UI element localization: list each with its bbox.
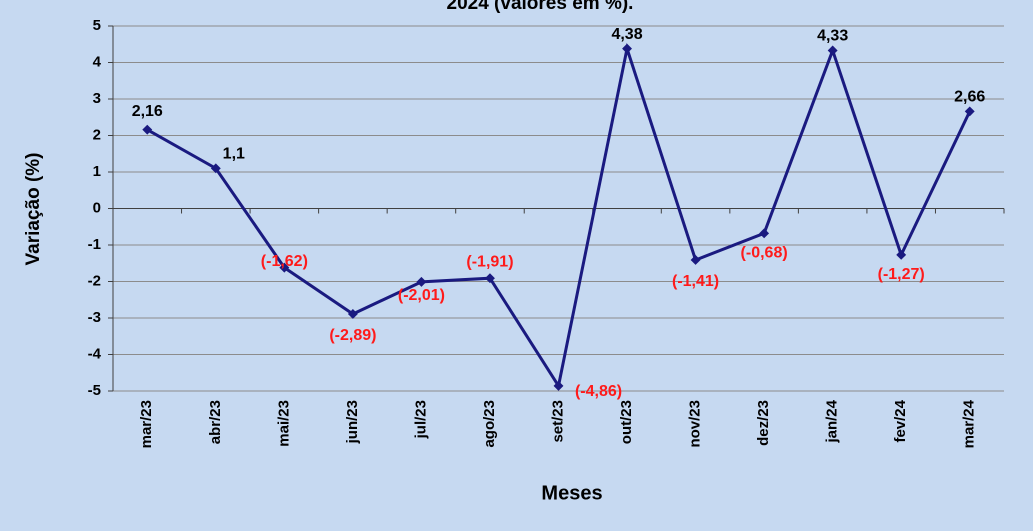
y-tick-label: -4: [88, 345, 102, 362]
data-label: (-0,68): [741, 245, 788, 262]
data-label: 2,16: [132, 103, 163, 120]
y-tick-label: -3: [88, 309, 101, 326]
data-label: 1,1: [223, 146, 245, 163]
y-tick-label: 1: [93, 163, 101, 180]
data-label: (-2,01): [398, 287, 445, 304]
marker: [827, 45, 838, 56]
x-axis-title: Meses: [541, 482, 602, 504]
y-tick-label: 2: [93, 126, 101, 143]
x-tick-label: nov/23: [687, 400, 704, 448]
marker: [759, 228, 770, 239]
marker: [896, 249, 907, 260]
x-tick-label: jan/24: [824, 399, 841, 443]
data-label: 4,38: [611, 26, 642, 43]
marker: [622, 43, 632, 54]
data-label: (-1,62): [261, 253, 308, 270]
x-tick-label: jun/23: [344, 400, 361, 444]
x-tick-label: dez/23: [755, 400, 772, 446]
marker: [210, 163, 221, 174]
x-tick-label: jul/23: [412, 400, 429, 439]
data-label: 4,33: [817, 28, 848, 45]
y-tick-label: -5: [88, 382, 101, 399]
y-axis-title: Variação (%): [23, 153, 44, 266]
data-label: (-1,27): [878, 266, 925, 283]
x-tick-label: set/23: [549, 400, 566, 443]
x-tick-label: out/23: [618, 400, 635, 444]
y-tick-label: 3: [93, 90, 101, 107]
chart-title: 2024 (valores em %).: [447, 0, 634, 14]
marker: [142, 124, 153, 135]
marker: [416, 276, 427, 287]
data-label: (-1,91): [466, 253, 513, 270]
marker: [279, 262, 290, 273]
x-tick-label: mar/24: [961, 399, 978, 448]
data-label: (-1,41): [672, 273, 719, 290]
y-tick-label: 4: [93, 53, 102, 70]
marker: [553, 380, 564, 391]
marker: [690, 255, 701, 265]
x-tick-label: mar/23: [138, 400, 155, 448]
x-tick-label: fev/24: [892, 399, 909, 442]
y-tick-label: -1: [88, 236, 101, 253]
y-tick-label: 5: [93, 17, 101, 34]
y-tick-label: 0: [93, 199, 101, 216]
marker: [485, 273, 495, 284]
marker: [347, 309, 358, 319]
data-label: (-2,89): [329, 327, 376, 344]
x-tick-label: ago/23: [481, 400, 498, 448]
y-tick-label: -2: [88, 272, 101, 289]
x-tick-label: mai/23: [275, 400, 292, 447]
data-label: (-4,86): [575, 383, 622, 400]
marker: [964, 106, 975, 117]
x-tick-label: abr/23: [207, 400, 224, 444]
data-label: 2,66: [954, 89, 985, 106]
